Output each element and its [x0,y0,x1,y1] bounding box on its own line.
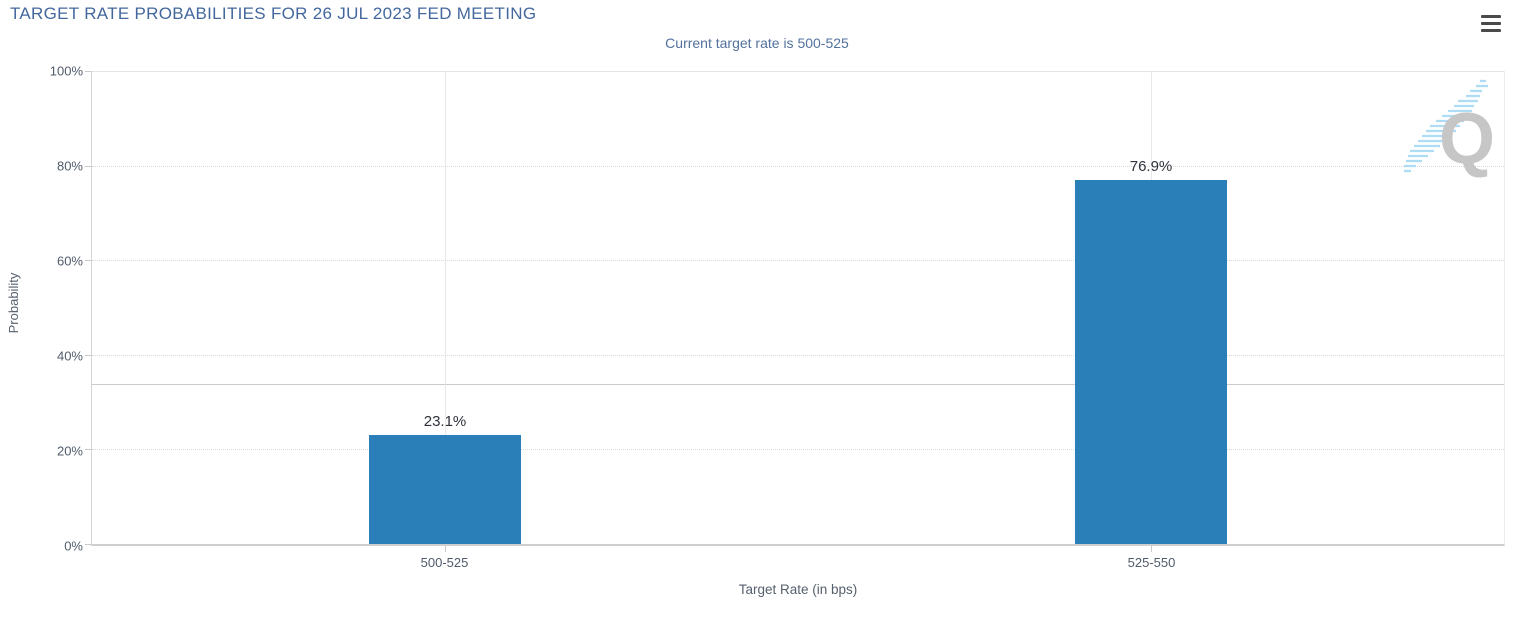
watermark-swoosh [1404,79,1488,173]
y-axis-tick [85,260,91,262]
reference-line [92,384,1504,386]
y-axis-tick [85,544,91,545]
y-axis-title: Probability [6,272,21,334]
gridline-y [92,260,1504,262]
x-axis-tick [1151,546,1152,552]
plot-area: Q 23.1% 76.9% [85,71,1505,552]
x-axis-tick [445,546,446,552]
bar-value-label: 23.1% [423,412,467,430]
chart-context-menu-button[interactable] [1481,15,1501,32]
y-axis-tick [85,354,91,356]
x-axis-title: Target Rate (in bps) [738,582,858,597]
bar-525-550[interactable] [1075,180,1227,544]
bar-value-label: 76.9% [1129,158,1173,176]
gridline-y [92,449,1504,451]
gridline-y [92,165,1504,167]
hamburger-menu-icon [1481,15,1501,19]
hamburger-menu-icon [1481,28,1501,32]
hamburger-menu-icon [1481,21,1501,26]
y-axis-tick-label: 100% [49,63,83,79]
watermark-q-letter: Q [1439,99,1495,179]
y-axis-tick-label: 60% [56,253,83,269]
quikstrike-watermark: Q [1404,79,1495,179]
y-axis-tick [85,165,91,167]
y-axis-labels: 0% 20% 40% 60% 80% 100% [0,64,91,554]
gridline-x [445,71,446,544]
x-axis-category-label: 525-550 [1127,555,1176,570]
gridline-y [92,71,1504,72]
y-axis-tick-label: 40% [56,348,83,364]
bar-500-525[interactable] [369,434,521,544]
chart-title: TARGET RATE PROBABILITIES FOR 26 JUL 202… [10,4,537,23]
gridline-y [92,354,1504,356]
y-axis-tick-label: 80% [56,158,83,174]
y-axis-tick-label: 20% [56,443,83,459]
y-axis-tick-label: 0% [64,538,83,554]
x-axis-labels: 500-525 525-550 [91,546,1505,570]
y-axis-tick [85,449,91,451]
x-axis-category-label: 500-525 [420,555,469,570]
y-axis-tick [85,71,91,72]
chart-subtitle: Current target rate is 500-525 [665,35,849,51]
